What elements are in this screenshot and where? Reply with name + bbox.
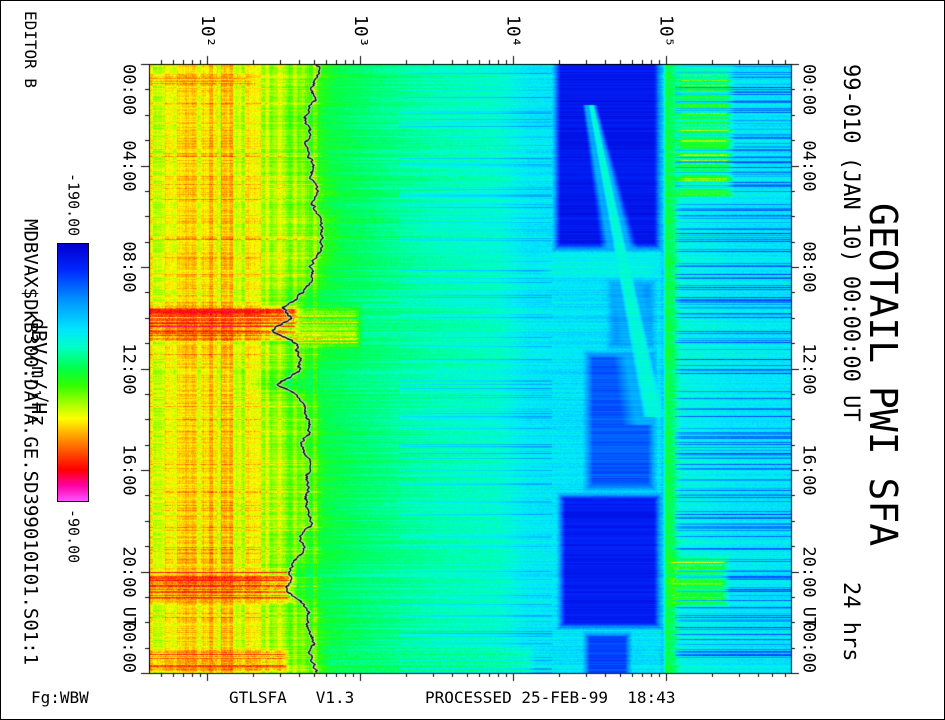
time-tick-label-right: 20:00 xyxy=(798,545,819,598)
time-axis-unit-left: UT xyxy=(118,606,139,628)
footer-program-version: GTLSFA V1.3 xyxy=(229,688,355,707)
freq-tick-label: 10² xyxy=(196,15,218,48)
freq-tick-label: 10³ xyxy=(349,15,371,48)
time-tick-label-right: 00:00 xyxy=(798,621,819,673)
time-tick-label-left: 20:00 xyxy=(118,545,139,598)
time-tick-label-right: 04:00 xyxy=(798,139,819,192)
time-tick-label-left: 16:00 xyxy=(118,444,139,496)
freq-tick-label: 10⁵ xyxy=(655,15,677,48)
editor-label: EDITOR B xyxy=(20,11,40,89)
time-tick-label-right: 16:00 xyxy=(798,444,819,496)
time-axis-unit-right: UT xyxy=(798,606,819,628)
footer-fg-label: Fg:WBW xyxy=(31,688,89,707)
colorbar-gradient xyxy=(57,243,89,502)
time-tick-label-left: 04:00 xyxy=(118,139,139,192)
date-title: 99-010 (JAN 10) 00:00:00 UT xyxy=(838,64,864,422)
duration-label: 24 hrs xyxy=(838,582,864,662)
time-tick-label-right: 12:00 xyxy=(798,342,819,395)
time-tick-label-left: 00:00 xyxy=(118,621,139,673)
colorbar-min-label: -90.00 xyxy=(64,509,83,564)
colorbar-unit-label: dBV/m/√Hz xyxy=(27,318,51,427)
main-title: GEOTAIL PWI SFA xyxy=(860,203,905,547)
data-file-path: MDBVAX$DKB300:DATA.GE.SD399010I01.S01:1 xyxy=(19,219,42,666)
spectrogram-canvas xyxy=(149,64,791,673)
footer-processed-timestamp: PROCESSED 25-FEB-99 18:43 xyxy=(425,688,676,707)
time-tick-label-right: 08:00 xyxy=(798,241,819,293)
freq-tick-label: 10⁴ xyxy=(502,15,524,48)
time-tick-label-left: 08:00 xyxy=(118,241,139,293)
time-tick-label-left: 00:00 xyxy=(118,64,139,116)
time-tick-label-right: 00:00 xyxy=(798,64,819,116)
time-tick-label-left: 12:00 xyxy=(118,342,139,395)
colorbar-max-label: -190.00 xyxy=(64,173,83,237)
